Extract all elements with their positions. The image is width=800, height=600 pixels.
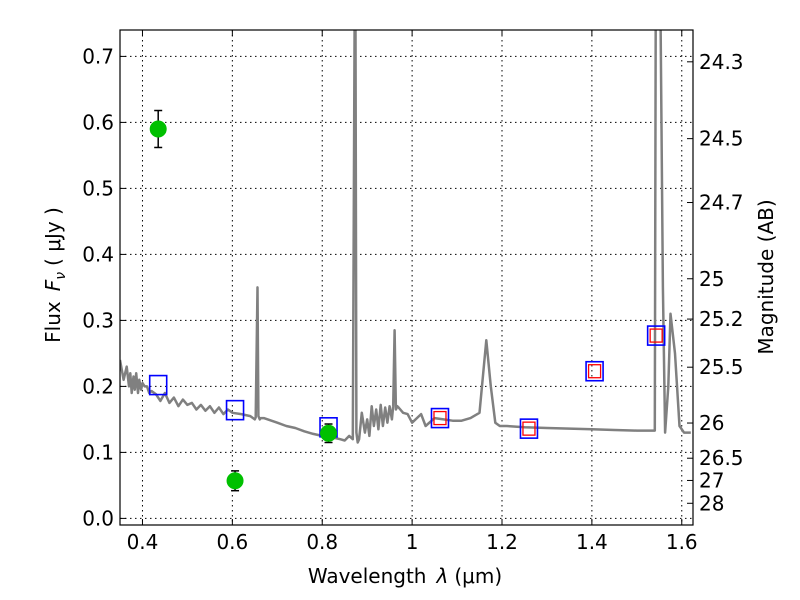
x-tick-label: 0.4 bbox=[127, 530, 159, 554]
x-axis-title-text: Wavelength bbox=[308, 564, 427, 588]
y-axis-symbol: F bbox=[41, 279, 65, 291]
plot-area bbox=[120, 30, 691, 492]
mag-tick-label: 28 bbox=[699, 491, 724, 515]
x-axis-units: (μm) bbox=[454, 564, 502, 588]
mag-tick-label: 24.7 bbox=[699, 191, 744, 215]
model-band-marker bbox=[519, 418, 539, 439]
observed-band-marker bbox=[587, 364, 602, 379]
mag-tick-label: 26 bbox=[699, 411, 724, 435]
y-axis-title: Flux Fν ( μJy ) bbox=[41, 207, 69, 343]
y-axis-units: ( μJy ) bbox=[41, 207, 65, 266]
x-tick-label: 1.4 bbox=[576, 530, 608, 554]
mag-tick-label: 25.5 bbox=[699, 355, 744, 379]
mag-tick-label: 25.2 bbox=[699, 307, 744, 331]
y2-axis-title: Magnitude (AB) bbox=[754, 199, 778, 354]
model-band-marker bbox=[225, 399, 245, 421]
observed-band-marker bbox=[522, 421, 536, 436]
y-tick-label: 0.7 bbox=[82, 44, 114, 68]
y-tick-label: 0.4 bbox=[82, 242, 114, 266]
observed-band-marker bbox=[433, 410, 447, 426]
plot-frame bbox=[119, 29, 694, 526]
y-tick-label: 0.2 bbox=[82, 374, 114, 398]
y-tick-label: 0.3 bbox=[82, 308, 114, 332]
mag-tick-label: 27 bbox=[699, 468, 724, 492]
model-band-marker bbox=[646, 325, 666, 346]
model-band-marker bbox=[430, 407, 450, 429]
mag-tick-label: 26.5 bbox=[699, 446, 744, 470]
y-tick-label: 0.6 bbox=[82, 110, 114, 134]
x-tick-label: 0.6 bbox=[216, 530, 248, 554]
y-tick-label: 0.0 bbox=[82, 506, 114, 530]
observed-point bbox=[149, 120, 167, 138]
x-axis-symbol: λ bbox=[436, 564, 449, 588]
observed-point bbox=[320, 424, 338, 442]
x-tick-label: 1 bbox=[406, 530, 419, 554]
axis-ticks bbox=[120, 30, 693, 525]
observed-band-marker bbox=[649, 328, 663, 343]
model-spectrum-line bbox=[120, 30, 691, 444]
y-axis-title-text: Flux bbox=[41, 301, 65, 343]
mag-tick-label: 24.3 bbox=[699, 50, 744, 74]
observed-point bbox=[226, 472, 244, 490]
grid-lines bbox=[120, 30, 693, 525]
model-band-marker bbox=[585, 360, 604, 382]
y-tick-label: 0.1 bbox=[82, 440, 114, 464]
x-tick-label: 0.8 bbox=[306, 530, 338, 554]
model-band-marker bbox=[148, 374, 168, 396]
mag-tick-label: 25 bbox=[699, 267, 724, 291]
y-axis-subscript: ν bbox=[53, 272, 69, 280]
x-axis-title: Wavelength λ (μm) bbox=[308, 564, 502, 588]
x-tick-label: 1.2 bbox=[486, 530, 518, 554]
x-tick-label: 1.6 bbox=[666, 530, 698, 554]
y-tick-label: 0.5 bbox=[82, 176, 114, 200]
tick-labels: 0.4 0.6 0.8 1 1.2 1.4 1.6 0.0 0.1 0.2 0.3 0.4 0.5 0.6… bbox=[82, 44, 743, 554]
mag-tick-label: 24.5 bbox=[699, 127, 744, 151]
